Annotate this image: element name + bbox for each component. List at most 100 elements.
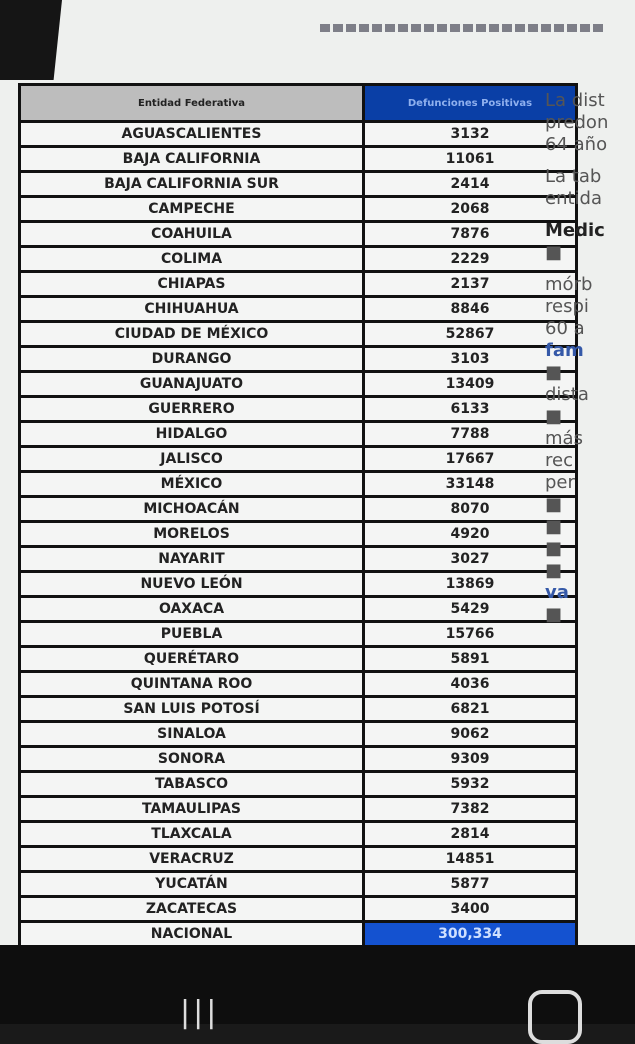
table-row: GUERRERO 6133: [19, 396, 577, 422]
state-cell: QUINTANA ROO: [19, 671, 364, 697]
side-text-line: ■: [545, 242, 563, 263]
recent-apps-icon[interactable]: |||: [180, 995, 220, 1030]
logo-glyph: [372, 24, 382, 32]
state-cell: COAHUILA: [19, 221, 364, 247]
table-row: MORELOS 4920: [19, 521, 577, 547]
state-cell: GUANAJUATO: [19, 371, 364, 397]
logo-glyph: [385, 24, 395, 32]
state-cell: CHIHUAHUA: [19, 296, 364, 322]
side-text-line: ■: [545, 406, 563, 427]
logo-glyph: [502, 24, 512, 32]
logo-glyph: [476, 24, 486, 32]
table-row: BAJA CALIFORNIA SUR 2414: [19, 171, 577, 197]
home-icon[interactable]: [528, 990, 582, 1044]
table-row: CAMPECHE 2068: [19, 196, 577, 222]
state-cell: BAJA CALIFORNIA SUR: [19, 171, 364, 197]
state-cell: TLAXCALA: [19, 821, 364, 847]
side-text-line: ■: [545, 560, 563, 581]
logo-glyph: [359, 24, 369, 32]
state-cell: NACIONAL: [19, 921, 364, 945]
logo-glyph: [554, 24, 564, 32]
table-row: SAN LUIS POTOSÍ 6821: [19, 696, 577, 722]
table-row: SINALOA 9062: [19, 721, 577, 747]
table-row: OAXACA 5429: [19, 596, 577, 622]
side-text-line: ■: [545, 516, 563, 537]
deaths-cell: 2814: [363, 821, 577, 847]
state-cell: MÉXICO: [19, 471, 364, 497]
table-row: GUANAJUATO 13409: [19, 371, 577, 397]
side-text-line: ■: [545, 494, 563, 515]
state-cell: TABASCO: [19, 771, 364, 797]
side-text-line: ■: [545, 604, 563, 625]
table-row: COLIMA 2229: [19, 246, 577, 272]
logo-glyph: [424, 24, 434, 32]
deaths-cell: 4036: [363, 671, 577, 697]
total-row: NACIONAL 300,334: [19, 921, 577, 945]
document-page: Entidad Federativa Defunciones Positivas A…: [0, 0, 635, 945]
side-text-line: 64 año: [545, 134, 608, 155]
phone-bezel: [0, 0, 63, 80]
side-text-line: La dist: [545, 90, 605, 111]
state-cell: GUERRERO: [19, 396, 364, 422]
table-row: CHIAPAS 2137: [19, 271, 577, 297]
side-text-line: 60 a: [545, 318, 585, 339]
side-text: La dist predon 64 año La tab entida Medic ■ mór…: [545, 90, 635, 626]
logo-glyph: [567, 24, 577, 32]
state-cell: SINALOA: [19, 721, 364, 747]
state-cell: ZACATECAS: [19, 896, 364, 922]
table-row: BAJA CALIFORNIA 11061: [19, 146, 577, 172]
state-cell: CAMPECHE: [19, 196, 364, 222]
table-row: PUEBLA 15766: [19, 621, 577, 647]
state-cell: OAXACA: [19, 596, 364, 622]
logo-glyph: [320, 24, 330, 32]
side-text-line: mórb: [545, 274, 593, 295]
logo-glyph: [463, 24, 473, 32]
state-cell: MORELOS: [19, 521, 364, 547]
table-row: YUCATÁN 5877: [19, 871, 577, 897]
side-text-line: fam: [545, 340, 584, 361]
state-cell: DURANGO: [19, 346, 364, 372]
side-text-line: La tab: [545, 166, 602, 187]
deaths-cell: 5932: [363, 771, 577, 797]
side-text-line: dista: [545, 384, 589, 405]
logo-glyph: [541, 24, 551, 32]
logo-glyph: [437, 24, 447, 32]
table-row: DURANGO 3103: [19, 346, 577, 372]
logo-glyph: [333, 24, 343, 32]
side-text-line: ■: [545, 538, 563, 559]
table-row: MICHOACÁN 8070: [19, 496, 577, 522]
table-row: TAMAULIPAS 7382: [19, 796, 577, 822]
table-row: TLAXCALA 2814: [19, 821, 577, 847]
state-cell: SAN LUIS POTOSÍ: [19, 696, 364, 722]
logo-glyph: [580, 24, 590, 32]
table-row: VERACRUZ 14851: [19, 846, 577, 872]
state-cell: PUEBLA: [19, 621, 364, 647]
table-row: NAYARIT 3027: [19, 546, 577, 572]
deaths-cell: 9309: [363, 746, 577, 772]
state-cell: CHIAPAS: [19, 271, 364, 297]
state-cell: AGUASCALIENTES: [19, 121, 364, 147]
deaths-cell: 5891: [363, 646, 577, 672]
logo-glyph: [489, 24, 499, 32]
state-cell: YUCATÁN: [19, 871, 364, 897]
state-cell: HIDALGO: [19, 421, 364, 447]
table-row: JALISCO 17667: [19, 446, 577, 472]
table-row: QUERÉTARO 5891: [19, 646, 577, 672]
header-logo-strip: [300, 0, 635, 32]
table-header: Entidad Federativa Defunciones Positivas: [19, 84, 577, 122]
deaths-cell: 9062: [363, 721, 577, 747]
table-row: SONORA 9309: [19, 746, 577, 772]
logo-glyph: [593, 24, 603, 32]
state-cell: TAMAULIPAS: [19, 796, 364, 822]
state-cell: VERACRUZ: [19, 846, 364, 872]
deaths-cell: 3400: [363, 896, 577, 922]
side-text-line: per: [545, 472, 575, 493]
state-cell: JALISCO: [19, 446, 364, 472]
state-cell: SONORA: [19, 746, 364, 772]
side-text-line: ■: [545, 362, 563, 383]
deaths-table: Entidad Federativa Defunciones Positivas A…: [18, 83, 578, 945]
deaths-cell: 5877: [363, 871, 577, 897]
deaths-cell: 7382: [363, 796, 577, 822]
state-cell: NAYARIT: [19, 546, 364, 572]
state-cell: CIUDAD DE MÉXICO: [19, 321, 364, 347]
